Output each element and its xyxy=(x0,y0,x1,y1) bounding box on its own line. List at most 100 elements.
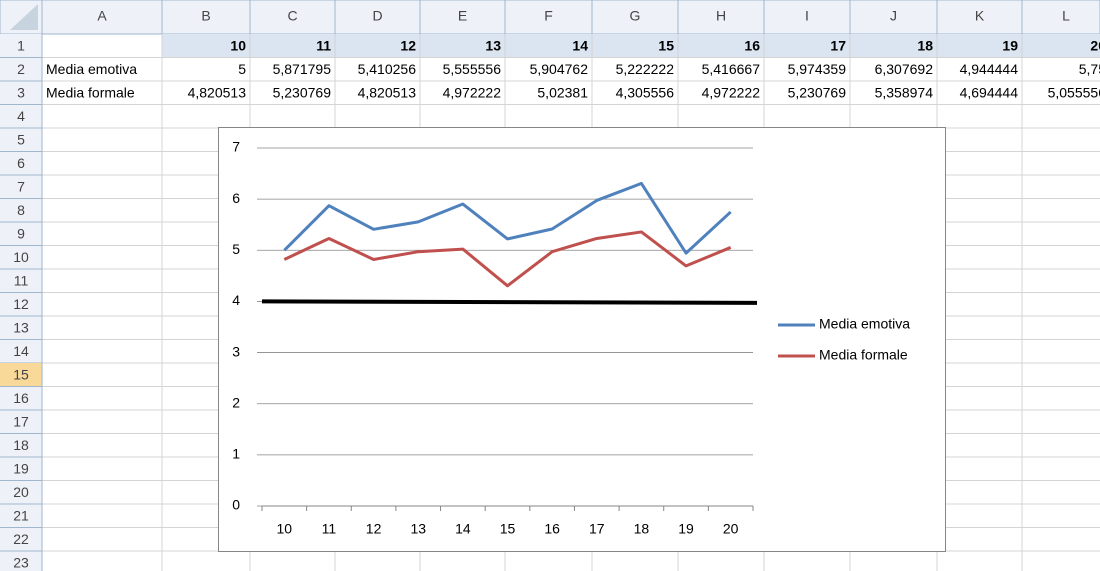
row-number: 23 xyxy=(13,554,29,570)
header-row-fill xyxy=(162,34,1100,58)
cell: Media formale xyxy=(46,84,135,100)
cell: 5,055556 xyxy=(1048,84,1100,100)
active-row-header xyxy=(0,363,42,387)
cell: 5,871795 xyxy=(273,61,332,77)
row-number: 4 xyxy=(17,108,25,124)
column-letter: G xyxy=(630,8,641,24)
x-tick-label: 20 xyxy=(723,521,739,537)
cell: 5 xyxy=(238,61,246,77)
cell: 5,416667 xyxy=(702,61,761,77)
cell: 4,820513 xyxy=(358,84,417,100)
cell: 5,358974 xyxy=(875,84,934,100)
cell: 5,974359 xyxy=(788,61,847,77)
cell: Media emotiva xyxy=(46,61,137,77)
row-header-bar xyxy=(0,34,42,571)
y-tick-label: 2 xyxy=(232,394,240,410)
reference-line xyxy=(261,299,758,305)
row-number: 20 xyxy=(13,484,29,500)
x-tick-label: 15 xyxy=(500,521,516,537)
legend-label: Media emotiva xyxy=(819,316,910,332)
column-letter: J xyxy=(890,8,897,24)
select-all xyxy=(10,4,38,30)
cell: 17 xyxy=(830,37,846,53)
y-tick-label: 3 xyxy=(232,343,240,359)
cell: 4,305556 xyxy=(616,84,675,100)
cell: 14 xyxy=(572,37,588,53)
row-number: 13 xyxy=(13,319,29,335)
x-tick-label: 18 xyxy=(634,521,650,537)
y-tick-label: 4 xyxy=(232,292,240,308)
row-number: 9 xyxy=(17,225,25,241)
column-letter: F xyxy=(544,8,553,24)
column-letter: I xyxy=(805,8,809,24)
row-number: 5 xyxy=(17,131,25,147)
cell: 13 xyxy=(485,37,501,53)
x-tick-label: 10 xyxy=(277,521,293,537)
row-number: 6 xyxy=(17,155,25,171)
x-tick-label: 12 xyxy=(366,521,382,537)
row-number: 16 xyxy=(13,390,29,406)
x-tick-label: 16 xyxy=(544,521,560,537)
cell: 4,944444 xyxy=(960,61,1019,77)
series-line xyxy=(283,230,732,288)
row-number: 3 xyxy=(17,84,25,100)
cell: 5,75 xyxy=(1079,61,1100,77)
cell: 5,230769 xyxy=(273,84,332,100)
column-letter: A xyxy=(97,8,107,24)
cell: 5,230769 xyxy=(788,84,847,100)
cell: 4,972222 xyxy=(702,84,761,100)
row-number: 17 xyxy=(13,413,29,429)
y-tick-label: 6 xyxy=(232,190,240,206)
x-tick-label: 14 xyxy=(455,521,471,537)
row-number: 21 xyxy=(13,507,29,523)
x-tick-label: 11 xyxy=(322,521,337,537)
row-number: 14 xyxy=(13,343,29,359)
cell: 4,820513 xyxy=(188,84,247,100)
cell: 16 xyxy=(744,37,760,53)
column-letter: E xyxy=(458,8,467,24)
cell: 18 xyxy=(917,37,933,53)
column-letter: L xyxy=(1062,8,1070,24)
column-letter: D xyxy=(372,8,382,24)
cell: 10 xyxy=(230,37,246,53)
row-number: 11 xyxy=(14,272,29,288)
column-letter: H xyxy=(716,8,726,24)
series-line xyxy=(283,181,732,255)
cell: 5,410256 xyxy=(358,61,417,77)
y-tick-label: 7 xyxy=(232,139,240,155)
row-number: 1 xyxy=(17,37,25,53)
cell: 20 xyxy=(1090,37,1100,53)
x-tick-label: 17 xyxy=(589,521,605,537)
chart-area xyxy=(218,127,946,552)
x-tick-label: 19 xyxy=(678,521,694,537)
row-number: 18 xyxy=(13,437,29,453)
row-number: 7 xyxy=(17,178,25,194)
cell: 6,307692 xyxy=(875,61,934,77)
legend-label: Media formale xyxy=(819,347,908,363)
cell: 11 xyxy=(316,37,331,53)
column-letter: C xyxy=(287,8,297,24)
cell: 5,222222 xyxy=(616,61,675,77)
y-tick-label: 5 xyxy=(232,241,240,257)
cell: 15 xyxy=(658,37,674,53)
row-number: 8 xyxy=(17,202,25,218)
row-number: 2 xyxy=(17,61,25,77)
x-tick-label: 13 xyxy=(410,521,426,537)
cell: 12 xyxy=(400,37,416,53)
cell: 4,972222 xyxy=(443,84,502,100)
column-letter: B xyxy=(201,8,210,24)
y-tick-label: 0 xyxy=(232,497,240,513)
cell: 4,694444 xyxy=(960,84,1019,100)
row-number: 15 xyxy=(13,366,29,382)
row-number: 22 xyxy=(13,531,29,547)
row-number: 19 xyxy=(13,460,29,476)
cell: 5,02381 xyxy=(537,84,588,100)
row-number: 12 xyxy=(13,296,29,312)
cell: 19 xyxy=(1002,37,1018,53)
column-letter: K xyxy=(975,8,985,24)
row-number: 10 xyxy=(13,249,29,265)
y-tick-label: 1 xyxy=(232,446,240,462)
